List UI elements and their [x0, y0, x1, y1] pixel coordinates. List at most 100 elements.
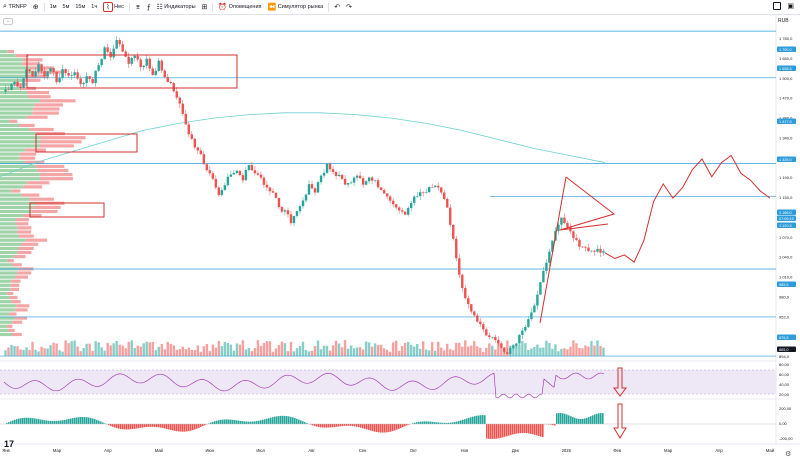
volume-bar: [254, 348, 256, 356]
volume-bar: [10, 345, 12, 356]
volume-bar: [566, 349, 568, 356]
candle-body: [209, 170, 211, 173]
profile-bar-up: [0, 148, 25, 151]
macd-bar: [176, 424, 178, 431]
candle-body: [341, 175, 343, 179]
volume-bar: [359, 347, 361, 356]
macd-bar: [270, 418, 272, 424]
candle-body: [272, 191, 274, 192]
macd-bar: [304, 422, 306, 424]
volume-bar: [350, 345, 352, 356]
volume-bar: [121, 346, 123, 356]
macd-bar: [78, 417, 80, 424]
moving-average-line: [0, 113, 605, 177]
candle-body: [67, 73, 69, 76]
candle-body: [257, 173, 259, 174]
volume-bar: [377, 345, 379, 356]
macd-bar: [14, 420, 16, 424]
macd-bar: [488, 424, 490, 439]
profile-bar-up: [0, 255, 14, 258]
candle-body: [296, 211, 298, 216]
macd-bar: [248, 422, 250, 424]
macd-bar: [290, 417, 292, 424]
profile-bar-up: [0, 79, 22, 82]
macd-bar: [390, 424, 392, 432]
profile-bar-up: [0, 54, 16, 57]
macd-bar: [530, 424, 532, 434]
candle-body: [338, 175, 340, 176]
candle-body: [106, 47, 108, 52]
macd-bar: [532, 424, 534, 434]
profile-bar-down: [8, 329, 15, 332]
volume-bar: [575, 343, 577, 356]
macd-bar: [86, 417, 88, 424]
macd-bar: [542, 424, 544, 437]
candle-body: [479, 322, 481, 324]
profile-bar-up: [0, 247, 19, 250]
candle-body: [380, 187, 382, 190]
candle-body: [482, 324, 484, 329]
candle-body: [584, 247, 586, 248]
candle-body: [79, 78, 81, 84]
macd-bar: [36, 419, 38, 424]
volume-bar: [572, 340, 574, 356]
volume-bar: [230, 345, 232, 356]
candle-body: [260, 175, 262, 178]
macd-bar: [358, 424, 360, 427]
profile-bar-down: [30, 128, 54, 131]
profile-bar-down: [40, 177, 73, 180]
candle-body: [467, 298, 469, 304]
macd-bar: [260, 420, 262, 424]
macd-bar: [282, 416, 284, 424]
volume-bar: [311, 351, 313, 356]
macd-bar: [450, 423, 452, 424]
time-axis-label: Июл: [256, 448, 265, 453]
candle-body: [167, 77, 169, 82]
macd-bar: [236, 420, 238, 424]
volume-bar: [61, 352, 63, 356]
volume-bar: [203, 346, 205, 356]
candle-body: [218, 187, 220, 194]
profile-bar-down: [32, 210, 58, 213]
macd-bar: [404, 424, 406, 426]
profile-bar-down: [32, 112, 58, 115]
candle-body: [386, 193, 388, 196]
volume-bar: [560, 349, 562, 356]
volume-bar: [239, 345, 241, 356]
macd-bar: [594, 414, 596, 424]
candle-body: [34, 72, 36, 77]
macd-bar: [350, 424, 352, 426]
volume-bar: [158, 347, 160, 356]
volume-bar: [548, 343, 550, 356]
profile-bar-down: [15, 308, 27, 311]
volume-bar: [85, 344, 87, 356]
volume-bar: [488, 343, 490, 356]
candle-body: [377, 180, 379, 187]
candle-body: [158, 61, 160, 71]
macd-bar: [214, 421, 216, 424]
candle-body: [197, 147, 199, 150]
volume-bar: [371, 347, 373, 356]
macd-bar: [166, 424, 168, 429]
candle-body: [278, 198, 280, 207]
candle-body: [248, 165, 250, 170]
candle-body: [365, 181, 367, 184]
price-axis-label: 1 470,0: [779, 96, 793, 101]
macd-bar: [44, 420, 46, 424]
profile-bar-up: [0, 292, 7, 295]
candle-body: [4, 90, 6, 92]
candle-body: [359, 176, 361, 179]
candle-body: [368, 177, 370, 181]
volume-bar: [58, 350, 60, 356]
macd-bar: [154, 424, 156, 427]
volume-bar: [455, 343, 457, 356]
volume-bar: [218, 341, 220, 356]
macd-bar: [134, 424, 136, 429]
tradingview-logo[interactable]: 17: [4, 439, 14, 449]
profile-bar-down: [23, 185, 42, 188]
gear-icon[interactable]: ⚙: [785, 450, 791, 458]
price-axis-label: 1 070,0: [779, 235, 793, 240]
candle-body: [374, 180, 376, 181]
profile-bar-down: [12, 263, 22, 266]
